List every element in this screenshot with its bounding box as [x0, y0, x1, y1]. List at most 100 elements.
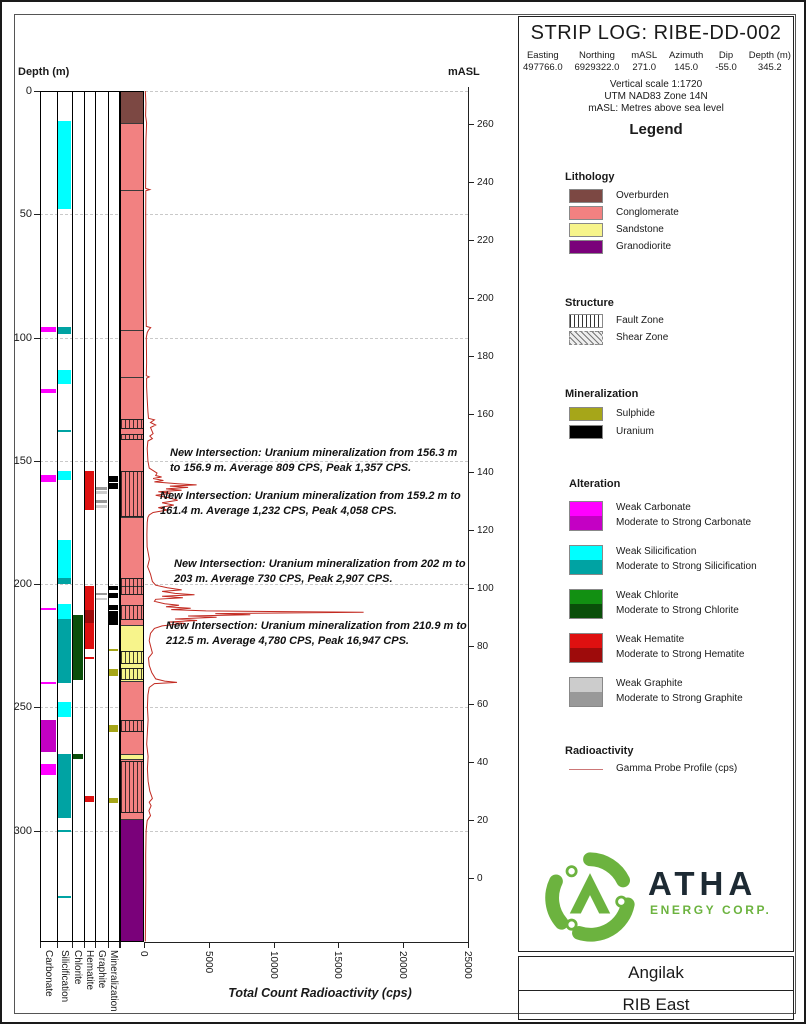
legend-mineralization-1-swatch — [569, 425, 603, 439]
masl-tick-80 — [468, 646, 474, 647]
hematite-interval — [85, 609, 94, 624]
weak-swatch — [569, 633, 603, 648]
fault-zone-227m — [121, 650, 143, 665]
mineralization-interval — [109, 592, 118, 598]
logo-wordmark: ATHA — [648, 865, 758, 902]
silicification-interval — [58, 120, 71, 210]
legend-section-radioactivity: Radioactivity — [565, 745, 634, 757]
field-label: Azimuth — [669, 50, 704, 61]
carbonate-interval — [41, 681, 56, 684]
cps-tick-label-0: 0 — [138, 950, 149, 957]
lithology-sandstone — [121, 754, 143, 759]
legend-structure-0-label: Fault Zone — [616, 315, 664, 326]
masl-tick-160 — [468, 414, 474, 415]
masl-tick-240 — [468, 182, 474, 183]
hematite-interval — [85, 586, 94, 610]
lithology-granodiorite — [121, 819, 143, 942]
strong-label: Moderate to Strong Graphite — [616, 693, 743, 704]
strong-label: Moderate to Strong Chlorite — [616, 605, 739, 616]
carbonate-interval — [41, 389, 56, 393]
weak-swatch — [569, 589, 603, 604]
cps-tick-0 — [144, 941, 145, 948]
track-bottom-tick — [95, 941, 96, 948]
carbonate-interval — [41, 326, 56, 333]
hematite-interval — [85, 470, 94, 511]
masl-tick-label-0: 0 — [477, 873, 483, 884]
fault-zone-255m — [121, 719, 143, 732]
depth-tick-50 — [34, 214, 40, 216]
track-bottom-tick — [84, 941, 85, 948]
graphite-interval — [96, 504, 107, 508]
track-bottom-tick — [108, 941, 109, 948]
legend-structure-1-label: Shear Zone — [616, 332, 669, 343]
intersection-annotation-4: New Intersection: Uranium mineralization… — [166, 620, 467, 647]
legend-alteration-pair-4: Weak Graphite Moderate to Strong Graphit… — [569, 677, 789, 707]
project-footer: Angilak RIB East — [518, 956, 794, 1020]
field-value: 6929322.0 — [574, 62, 620, 73]
depth-tick-label-100: 100 — [13, 331, 32, 344]
gamma-line-swatch — [569, 769, 603, 770]
cps-tick-15000 — [338, 941, 340, 948]
strip-log-plot: 0 50 100 150 200 250 300 260 240 220 200 180 160 140 1… — [2, 2, 518, 1022]
depth-tick-label-200: 200 — [13, 578, 32, 590]
fault-zone-208.5m — [121, 604, 143, 620]
masl-tick-label-100: 100 — [477, 583, 494, 594]
field-value: 345.2 — [757, 62, 782, 73]
legend-section-mineralization: Mineralization — [565, 388, 639, 400]
lithology-conglomerate — [121, 681, 143, 755]
track-silicification — [57, 91, 73, 942]
track-mineralization — [108, 91, 120, 942]
field-value: 271.0 — [632, 62, 657, 73]
legend-alteration-pair-2: Weak Chlorite Moderate to Strong Chlorit… — [569, 589, 789, 619]
carbonate-interval — [41, 607, 56, 610]
lithology-contact-40m — [121, 189, 143, 191]
cps-tick-label-5000: 5000 — [202, 950, 214, 974]
cps-tick-10000 — [273, 941, 275, 948]
legend-mineralization-0-swatch — [569, 407, 603, 421]
mineralization-interval — [109, 476, 118, 482]
field-value: 497766.0 — [523, 62, 563, 73]
chlorite-interval — [73, 754, 83, 759]
column-label-graphite: Graphite — [95, 949, 107, 989]
legend-lithology-0: Overburden — [569, 189, 789, 203]
legend-structure-1: Shear Zone — [569, 331, 789, 345]
logo-subtext: ENERGY CORP. — [650, 903, 772, 917]
chlorite-interval — [73, 614, 83, 681]
lithology-contact-271m — [121, 759, 143, 760]
silicification-interval — [58, 369, 71, 385]
field-label: mASL — [631, 50, 658, 61]
mineralization-interval — [109, 648, 118, 651]
legend-mineralization-0-label: Sulphide — [616, 408, 655, 419]
legend-section-alteration: Alteration — [569, 478, 621, 490]
legend-alteration-pair-0: Weak Carbonate Moderate to Strong Carbon… — [569, 501, 789, 531]
fault-zone-133m — [121, 418, 143, 429]
masl-tick-0 — [468, 878, 474, 879]
masl-tick-label-260: 260 — [477, 119, 494, 130]
collar-field-1: Northing 6929322.0 — [574, 50, 619, 73]
legend-mineralization-1: Uranium — [569, 425, 789, 439]
masl-tick-100 — [468, 588, 474, 589]
masl-tick-label-120: 120 — [477, 525, 494, 536]
silicification-interval — [58, 754, 71, 819]
column-label-hematite: Hematite — [83, 949, 95, 990]
depth-tick-label-50: 50 — [19, 208, 32, 221]
legend-lithology-2-label: Sandstone — [616, 224, 664, 235]
depth-tick-100 — [34, 337, 40, 339]
depth-tick-label-0: 0 — [25, 85, 32, 97]
mineralization-interval — [109, 611, 118, 625]
project-name: Angilak — [628, 963, 684, 982]
strong-swatch — [569, 560, 603, 575]
legend-alteration-pair-1: Weak Silicification Moderate to Strong S… — [569, 545, 789, 575]
track-bottom-tick — [72, 941, 73, 948]
track-lithology — [120, 91, 144, 942]
field-label: Northing — [578, 50, 615, 61]
masl-axis-title: mASL — [448, 66, 480, 78]
weak-swatch — [569, 501, 603, 516]
mineralization-interval — [109, 483, 118, 489]
collar-field-3: Azimuth 145.0 — [669, 50, 703, 73]
mineralization-interval — [109, 586, 118, 591]
weak-label: Weak Chlorite — [616, 590, 679, 601]
mineralization-interval — [109, 724, 118, 732]
strong-swatch — [569, 516, 603, 531]
